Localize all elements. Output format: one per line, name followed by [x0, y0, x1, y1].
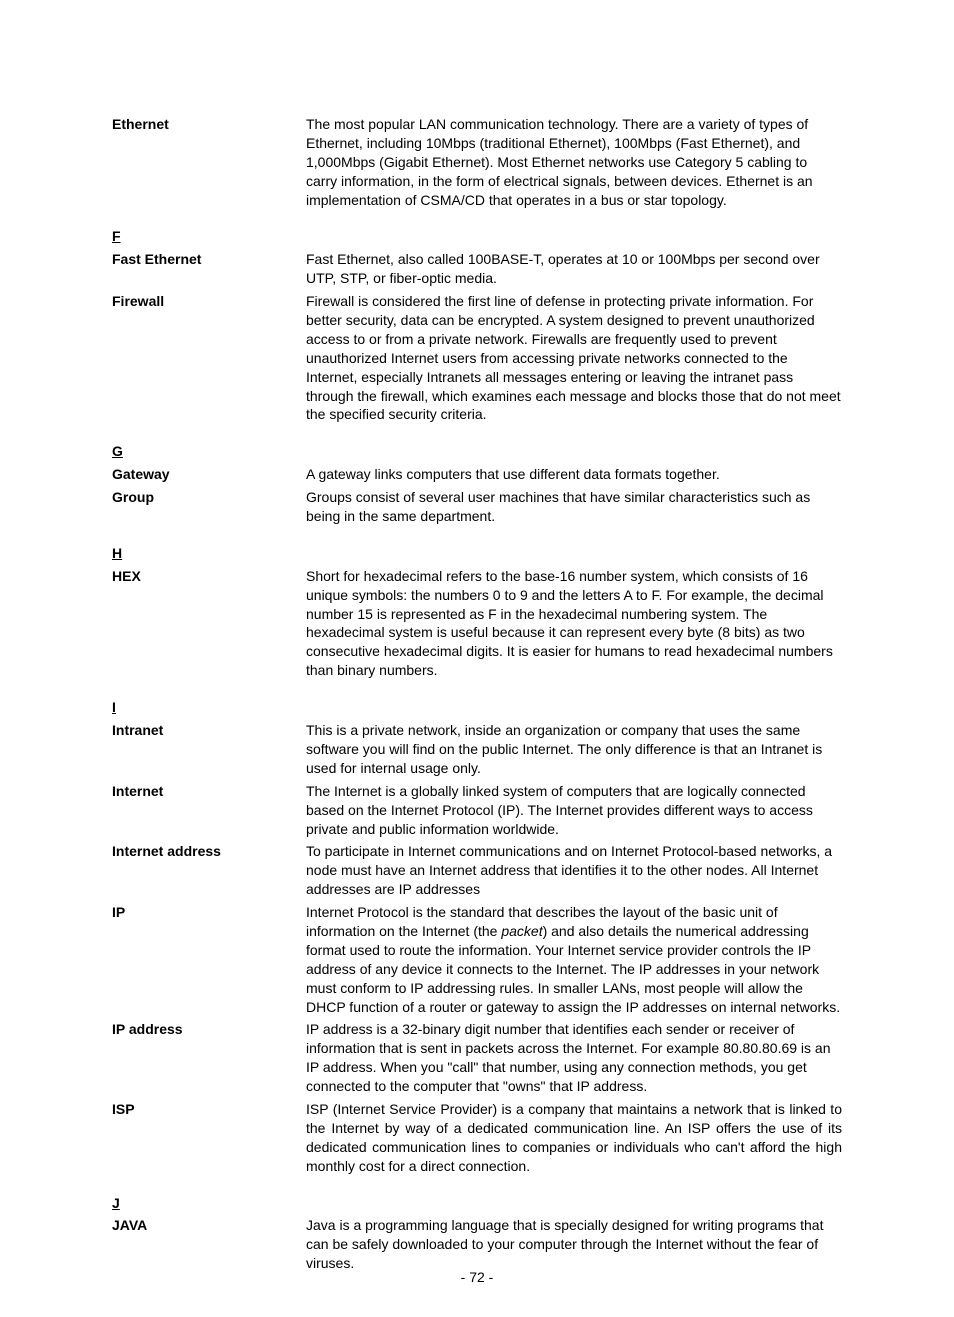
glossary-row: HEXShort for hexadecimal refers to the b… — [112, 567, 842, 680]
section-heading-i: I — [112, 698, 842, 717]
glossary-row: IntranetThis is a private network, insid… — [112, 721, 842, 778]
glossary-definition: IP address is a 32-binary digit number t… — [306, 1020, 842, 1096]
section-heading-j: J — [112, 1194, 842, 1213]
glossary-row: ISPISP (Internet Service Provider) is a … — [112, 1100, 842, 1176]
glossary-definition: To participate in Internet communication… — [306, 842, 842, 899]
glossary-definition: Fast Ethernet, also called 100BASE-T, op… — [306, 250, 842, 288]
section-heading-g: G — [112, 442, 842, 461]
glossary-term: HEX — [112, 567, 306, 586]
glossary-row: JAVAJava is a programming language that … — [112, 1216, 842, 1273]
page-content: EthernetThe most popular LAN communicati… — [0, 0, 954, 1317]
glossary-definition: Java is a programming language that is s… — [306, 1216, 842, 1273]
glossary-definition: Firewall is considered the first line of… — [306, 292, 842, 424]
glossary-row: GatewayA gateway links computers that us… — [112, 465, 842, 484]
glossary-definition: The most popular LAN communication techn… — [306, 115, 842, 209]
glossary-term: Gateway — [112, 465, 306, 484]
page-number: - 72 - — [0, 1268, 954, 1287]
glossary-row: GroupGroups consist of several user mach… — [112, 488, 842, 526]
glossary-row: EthernetThe most popular LAN communicati… — [112, 115, 842, 209]
glossary-definition: The Internet is a globally linked system… — [306, 782, 842, 839]
section-heading-h: H — [112, 544, 842, 563]
glossary-row: FirewallFirewall is considered the first… — [112, 292, 842, 424]
glossary-term: Intranet — [112, 721, 306, 740]
glossary-term: Fast Ethernet — [112, 250, 306, 269]
glossary-term: ISP — [112, 1100, 306, 1119]
glossary-term: IP — [112, 903, 306, 922]
glossary-list: EthernetThe most popular LAN communicati… — [112, 115, 842, 1273]
glossary-term: Group — [112, 488, 306, 507]
glossary-row: Internet addressTo participate in Intern… — [112, 842, 842, 899]
glossary-term: Internet address — [112, 842, 306, 861]
glossary-definition: Internet Protocol is the standard that d… — [306, 903, 842, 1016]
glossary-term: Firewall — [112, 292, 306, 311]
section-heading-f: F — [112, 227, 842, 246]
glossary-term: Internet — [112, 782, 306, 801]
glossary-row: Fast EthernetFast Ethernet, also called … — [112, 250, 842, 288]
glossary-definition: This is a private network, inside an org… — [306, 721, 842, 778]
glossary-definition: Short for hexadecimal refers to the base… — [306, 567, 842, 680]
glossary-definition: Groups consist of several user machines … — [306, 488, 842, 526]
glossary-row: InternetThe Internet is a globally linke… — [112, 782, 842, 839]
glossary-term: IP address — [112, 1020, 306, 1039]
glossary-term: JAVA — [112, 1216, 306, 1235]
glossary-definition: A gateway links computers that use diffe… — [306, 465, 842, 484]
glossary-term: Ethernet — [112, 115, 306, 134]
glossary-row: IPInternet Protocol is the standard that… — [112, 903, 842, 1016]
glossary-row: IP addressIP address is a 32-binary digi… — [112, 1020, 842, 1096]
glossary-definition: ISP (Internet Service Provider) is a com… — [306, 1100, 842, 1176]
